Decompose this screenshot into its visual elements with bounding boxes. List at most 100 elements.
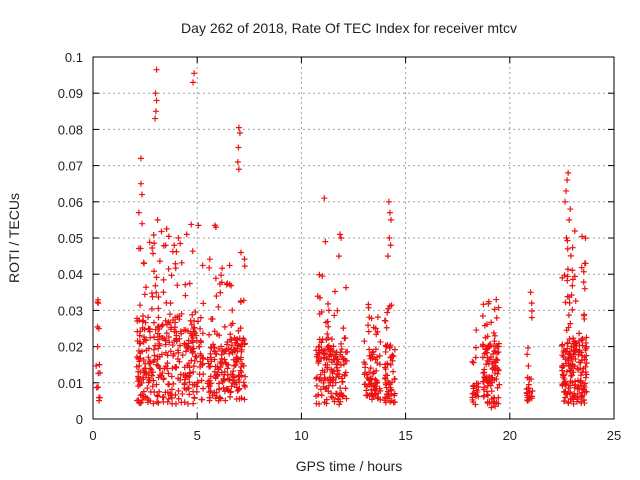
data-point — [565, 312, 572, 319]
data-point — [148, 372, 155, 379]
data-point — [324, 330, 331, 337]
data-point — [172, 391, 179, 398]
data-point — [376, 361, 383, 368]
data-point — [495, 304, 502, 311]
data-point — [199, 355, 206, 362]
data-point — [391, 346, 398, 353]
data-point — [493, 356, 500, 363]
data-point — [242, 373, 249, 380]
data-point — [385, 395, 392, 402]
data-point — [564, 237, 571, 244]
data-point — [147, 398, 154, 405]
data-point — [166, 339, 173, 346]
data-point — [384, 253, 391, 260]
data-point — [153, 274, 160, 281]
data-point — [331, 398, 338, 405]
data-point — [229, 320, 236, 327]
data-point — [328, 336, 335, 343]
data-point — [174, 356, 181, 363]
data-point — [383, 390, 390, 397]
data-point — [370, 348, 377, 355]
data-point — [324, 343, 331, 350]
data-point — [196, 343, 203, 350]
data-point — [322, 361, 329, 368]
data-point — [137, 180, 144, 187]
data-point — [337, 349, 344, 356]
data-point — [578, 398, 585, 405]
data-point — [480, 301, 487, 308]
data-point — [366, 381, 373, 388]
data-point — [153, 398, 160, 405]
data-point — [481, 366, 488, 373]
data-point — [562, 388, 569, 395]
data-point — [215, 366, 222, 373]
data-point — [162, 389, 169, 396]
data-point — [227, 393, 234, 400]
data-point — [216, 332, 223, 339]
data-point — [165, 334, 172, 341]
data-point — [481, 384, 488, 391]
data-point — [198, 396, 205, 403]
data-point — [491, 338, 498, 345]
data-point — [149, 250, 156, 257]
data-point — [140, 356, 147, 363]
data-point — [321, 351, 328, 358]
data-point — [332, 351, 339, 358]
data-point — [336, 401, 343, 408]
data-point — [333, 364, 340, 371]
data-point — [579, 335, 586, 342]
data-point — [137, 350, 144, 357]
data-point — [386, 235, 393, 241]
data-point — [146, 239, 153, 246]
chart-title: Day 262 of 2018, Rate Of TEC Index for r… — [181, 20, 517, 36]
data-point — [569, 276, 576, 283]
data-point — [206, 389, 213, 396]
data-point — [222, 397, 229, 404]
data-point — [325, 334, 332, 341]
data-point — [216, 394, 223, 401]
data-point — [574, 377, 581, 384]
data-point — [567, 320, 574, 327]
data-point — [494, 356, 501, 363]
data-point — [579, 393, 586, 400]
data-point — [161, 335, 168, 342]
data-point — [190, 363, 197, 370]
data-point — [217, 289, 224, 296]
data-point — [160, 398, 167, 405]
data-point — [186, 280, 193, 287]
data-point — [579, 352, 586, 359]
data-point — [488, 396, 495, 403]
data-point — [178, 259, 185, 266]
data-point — [165, 370, 172, 377]
data-point — [139, 318, 146, 325]
data-point — [367, 375, 374, 382]
data-point — [190, 368, 197, 375]
data-point — [189, 381, 196, 388]
data-point — [137, 328, 144, 335]
data-point — [234, 348, 241, 355]
data-point — [236, 335, 243, 342]
data-point — [228, 383, 235, 390]
data-point — [527, 289, 534, 296]
data-point — [492, 403, 499, 410]
data-point — [322, 375, 329, 382]
data-point — [166, 311, 173, 318]
data-point — [208, 315, 215, 322]
data-point — [382, 372, 389, 379]
data-point — [496, 381, 503, 388]
data-point — [318, 392, 325, 399]
data-point — [566, 354, 573, 361]
data-point — [496, 340, 503, 347]
data-point — [580, 365, 587, 372]
data-point — [195, 222, 202, 229]
data-point — [576, 330, 583, 337]
data-point — [179, 352, 186, 359]
data-point — [208, 358, 215, 365]
data-point — [474, 389, 481, 396]
data-point — [142, 284, 149, 291]
data-point — [372, 356, 379, 363]
data-point — [232, 337, 239, 344]
data-point — [135, 355, 142, 362]
data-point — [570, 340, 577, 347]
data-point — [384, 342, 391, 349]
